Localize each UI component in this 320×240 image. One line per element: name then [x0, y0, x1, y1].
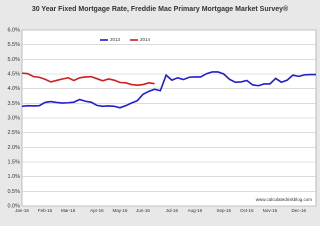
chart-title: 30 Year Fixed Mortgage Rate, Freddie Mac…	[32, 5, 289, 13]
x-tick-label: Sep-16	[217, 208, 232, 213]
y-tick-label: 4.0%	[7, 86, 20, 92]
y-tick-label: 1.0%	[7, 174, 20, 180]
legend-label: 2014	[140, 37, 151, 42]
y-tick-label: 1.5%	[7, 159, 20, 165]
x-tick-label: Jul-16	[166, 208, 179, 213]
x-tick-label: Apr-16	[90, 208, 104, 213]
legend-label: 2013	[110, 37, 121, 42]
series-line	[21, 72, 155, 86]
y-tick-label: 3.0%	[7, 115, 20, 121]
x-tick-label: Nov-16	[263, 208, 278, 213]
y-tick-label: 0.5%	[7, 189, 20, 195]
x-tick-label: Oct-16	[240, 208, 254, 213]
x-tick-label: Feb-16	[38, 208, 53, 213]
y-tick-label: 4.5%	[7, 71, 20, 77]
x-tick-label: Dec-16	[291, 208, 306, 213]
y-tick-label: 0.0%	[7, 203, 20, 209]
y-tick-label: 5.0%	[7, 57, 20, 63]
x-tick-label: Mar-16	[61, 208, 76, 213]
x-tick-label: Aug-16	[188, 208, 203, 213]
chart: 30 Year Fixed Mortgage Rate, Freddie Mac…	[0, 0, 320, 226]
y-tick-label: 2.0%	[7, 145, 20, 151]
x-tick-label: Jan-16	[15, 208, 29, 213]
y-tick-label: 5.5%	[7, 42, 20, 48]
y-tick-label: 3.5%	[7, 101, 20, 107]
y-tick-label: 2.5%	[7, 130, 20, 136]
x-tick-label: May-16	[112, 208, 128, 213]
y-tick-label: 6.0%	[7, 27, 20, 33]
series-line	[21, 71, 316, 109]
x-tick-label: Jun-16	[136, 208, 150, 213]
source: www.calculatedriskblog.com	[256, 197, 313, 202]
